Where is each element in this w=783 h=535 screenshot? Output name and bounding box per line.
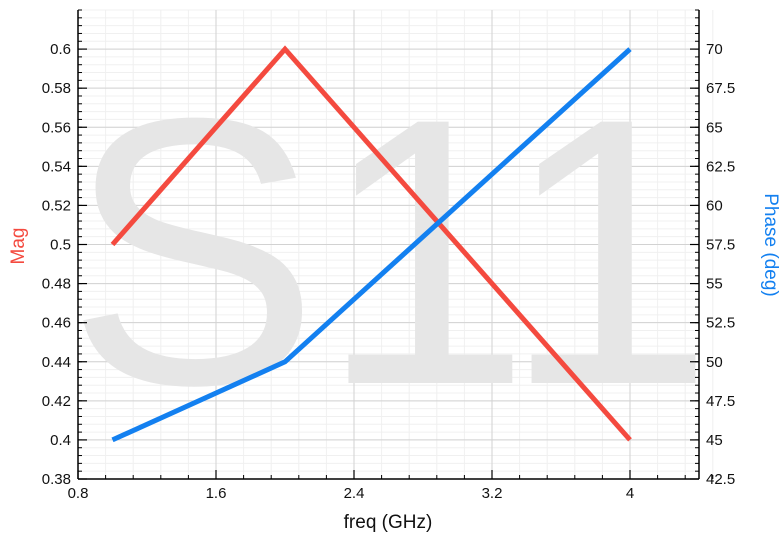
x-tick-label: 1.6 (206, 485, 227, 502)
left-tick-label: 0.48 (42, 276, 71, 293)
left-tick-label: 0.4 (50, 432, 71, 449)
right-tick-label: 50 (706, 354, 723, 371)
right-tick-label: 65 (706, 119, 723, 136)
left-tick-label: 0.38 (42, 471, 71, 488)
phase-series-line (111, 47, 632, 443)
left-tick-label: 0.56 (42, 119, 71, 136)
right-axis-title: Phase (deg) (760, 193, 781, 297)
grid (77, 9, 714, 480)
left-tick-label: 0.46 (42, 315, 71, 332)
left-tick-label: 0.52 (42, 197, 71, 214)
right-tick-label: 47.5 (706, 393, 735, 410)
left-tick-label: 0.44 (42, 354, 71, 371)
x-axis-title: freq (GHz) (344, 512, 433, 533)
right-tick-label: 70 (706, 41, 723, 58)
right-tick-label: 52.5 (706, 315, 735, 332)
left-tick-label: 0.6 (50, 41, 71, 58)
right-tick-label: 62.5 (706, 158, 735, 175)
right-tick-label: 42.5 (706, 471, 735, 488)
axes: 0.8 1.6 2.4 3.2 4 0.38 0.4 0.42 0.44 0.46 0.48 0.5 0… (42, 9, 735, 502)
x-tick-label: 0.8 (68, 485, 89, 502)
right-tick-label: 45 (706, 432, 723, 449)
left-tick-label: 0.5 (50, 237, 71, 254)
left-tick-label: 0.54 (42, 158, 71, 175)
x-tick-label: 2.4 (344, 485, 365, 502)
left-tick-label: 0.58 (42, 80, 71, 97)
mag-series-line (110, 45, 632, 442)
right-tick-label: 67.5 (706, 80, 735, 97)
x-tick-label: 3.2 (482, 485, 503, 502)
left-axis-title: Mag (8, 228, 29, 265)
right-tick-label: 55 (706, 276, 723, 293)
right-tick-label: 60 (706, 197, 723, 214)
watermark-text: S11 (66, 39, 714, 464)
left-tick-label: 0.42 (42, 393, 71, 410)
right-tick-label: 57.5 (706, 237, 735, 254)
x-tick-label: 4 (626, 485, 634, 502)
series-layer (110, 45, 632, 443)
